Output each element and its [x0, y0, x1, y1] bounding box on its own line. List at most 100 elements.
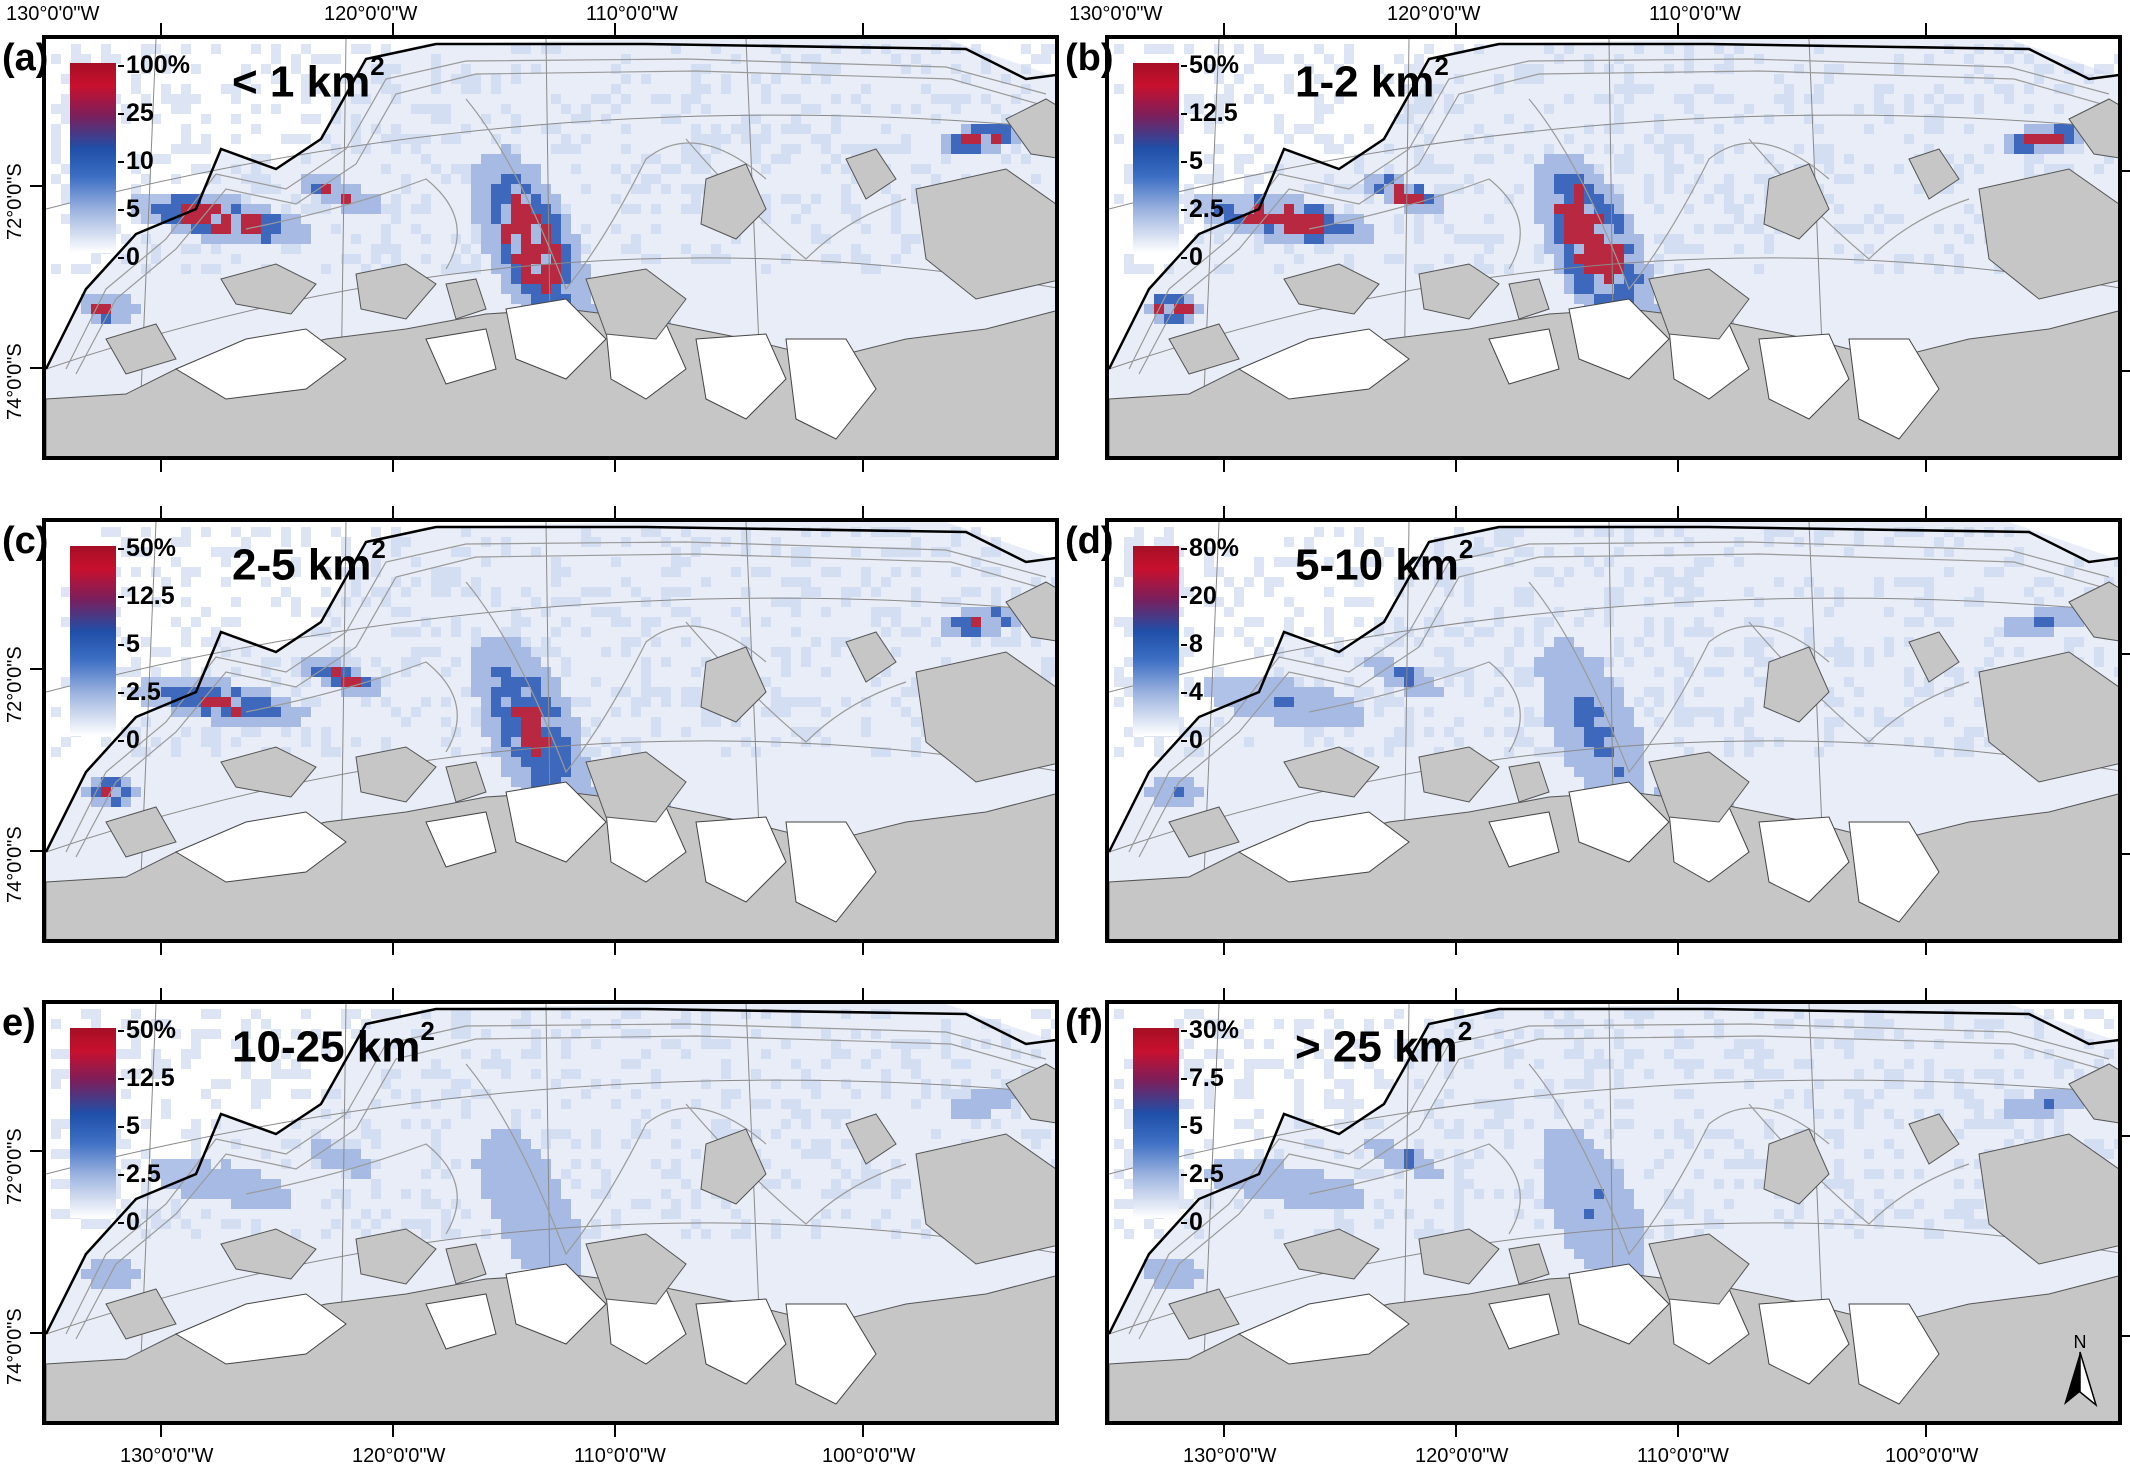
colorbar-tick-label: 4	[1189, 680, 1203, 705]
panel-title-superscript: 2	[371, 534, 385, 564]
panel-title-superscript: 2	[1459, 534, 1473, 564]
map-frame	[42, 518, 1059, 943]
axis-tick	[160, 460, 162, 472]
colorbar-tick-label: 2.5	[126, 680, 161, 705]
axis-tick	[1455, 23, 1457, 35]
axis-tick	[862, 506, 864, 518]
colorbar-tick-label: 12.5	[126, 584, 175, 609]
north-arrow-label: N	[2074, 1332, 2087, 1352]
colorbar-tick-label: 5	[126, 197, 140, 222]
longitude-label-bottom: 110°0'0"W	[1637, 1445, 1729, 1468]
panel-title: 2-5 km2	[232, 540, 386, 591]
axis-tick	[862, 460, 864, 472]
longitude-label-top: 120°0'0"W	[324, 3, 417, 26]
map-frame	[42, 1000, 1059, 1425]
colorbar	[70, 63, 116, 253]
panel-label: (a)	[2, 37, 48, 80]
axis-tick	[862, 988, 864, 1000]
panel-label: (d)	[1065, 520, 1114, 563]
colorbar-tick-label: 0	[1189, 1210, 1203, 1235]
axis-tick	[1223, 943, 1225, 955]
axis-tick	[1455, 460, 1457, 472]
axis-tick	[1925, 460, 1927, 472]
panel-label: (b)	[1065, 37, 1114, 80]
colorbar-tick-label: 0	[126, 245, 140, 270]
axis-tick	[392, 506, 394, 518]
longitude-label-bottom: 110°0'0"W	[574, 1445, 666, 1468]
axis-tick	[1677, 460, 1679, 472]
colorbar-tick-label: 30%	[1189, 1018, 1239, 1043]
latitude-label-left: 74°0'0"S	[4, 343, 27, 420]
panel-title-superscript: 2	[370, 51, 384, 81]
axis-tick	[614, 23, 616, 35]
axis-tick	[160, 506, 162, 518]
latitude-label-left: 72°0'0"S	[4, 1128, 27, 1205]
panel-title-superscript: 2	[420, 1016, 434, 1046]
axis-tick	[30, 668, 42, 670]
axis-tick	[160, 943, 162, 955]
panel-title: 1-2 km2	[1295, 57, 1449, 108]
axis-tick	[30, 1150, 42, 1152]
axis-tick	[1925, 988, 1927, 1000]
axis-tick	[614, 460, 616, 472]
colorbar-tick-label: 0	[1189, 245, 1203, 270]
axis-tick	[614, 506, 616, 518]
longitude-label-top: 120°0'0"W	[1387, 3, 1480, 26]
panel-title-superscript: 2	[1434, 51, 1448, 81]
panel-title-text: < 1 km	[232, 58, 370, 107]
axis-tick	[1455, 988, 1457, 1000]
axis-tick	[160, 1425, 162, 1437]
axis-tick	[1925, 506, 1927, 518]
longitude-label-bottom: 120°0'0"W	[352, 1445, 445, 1468]
axis-tick	[1223, 1425, 1225, 1437]
axis-tick	[1223, 988, 1225, 1000]
colorbar-tick-label: 0	[126, 1210, 140, 1235]
axis-tick	[1223, 23, 1225, 35]
axis-tick	[30, 1332, 42, 1334]
axis-tick	[2122, 1135, 2130, 1137]
map-svg	[46, 1004, 1059, 1425]
colorbar-tick-label: 5	[1189, 1114, 1203, 1139]
map-frame	[1105, 518, 2122, 943]
axis-tick	[2122, 1335, 2130, 1337]
map-frame	[1105, 35, 2122, 460]
panel-title-superscript: 2	[1458, 1016, 1472, 1046]
panel-title: < 1 km2	[232, 57, 385, 108]
longitude-label-bottom: 130°0'0"W	[1183, 1445, 1276, 1468]
colorbar-tick-label: 50%	[126, 1018, 176, 1043]
map-svg	[1109, 1004, 2122, 1425]
axis-tick	[2122, 853, 2130, 855]
longitude-label-bottom: 130°0'0"W	[120, 1445, 213, 1468]
axis-tick	[2122, 370, 2130, 372]
axis-tick	[614, 943, 616, 955]
axis-tick	[1677, 506, 1679, 518]
map-frame	[42, 35, 1059, 460]
longitude-label-top: 130°0'0"W	[6, 3, 99, 26]
colorbar-tick-label: 5	[126, 1114, 140, 1139]
axis-tick	[2122, 653, 2130, 655]
map-svg	[46, 39, 1059, 460]
colorbar-tick-label: 20	[1189, 584, 1217, 609]
axis-tick	[392, 988, 394, 1000]
axis-tick	[2122, 170, 2130, 172]
longitude-label-bottom: 120°0'0"W	[1415, 1445, 1508, 1468]
latitude-label-left: 74°0'0"S	[4, 826, 27, 903]
axis-tick	[160, 23, 162, 35]
panel-title: > 25 km2	[1295, 1022, 1472, 1073]
colorbar-tick-label: 12.5	[1189, 101, 1238, 126]
longitude-label-bottom: 100°0'0"W	[1885, 1445, 1978, 1468]
axis-tick	[30, 367, 42, 369]
axis-tick	[862, 943, 864, 955]
axis-tick	[1677, 943, 1679, 955]
colorbar-tick-label: 7.5	[1189, 1066, 1224, 1091]
colorbar	[1133, 546, 1179, 736]
map-frame	[1105, 1000, 2122, 1425]
axis-tick	[30, 185, 42, 187]
axis-tick	[614, 1425, 616, 1437]
axis-tick	[1455, 506, 1457, 518]
panel-title-text: > 25 km	[1295, 1023, 1458, 1072]
axis-tick	[1677, 23, 1679, 35]
axis-tick	[862, 1425, 864, 1437]
panel-label: (f)	[1065, 1002, 1103, 1045]
latitude-label-left: 72°0'0"S	[4, 163, 27, 240]
